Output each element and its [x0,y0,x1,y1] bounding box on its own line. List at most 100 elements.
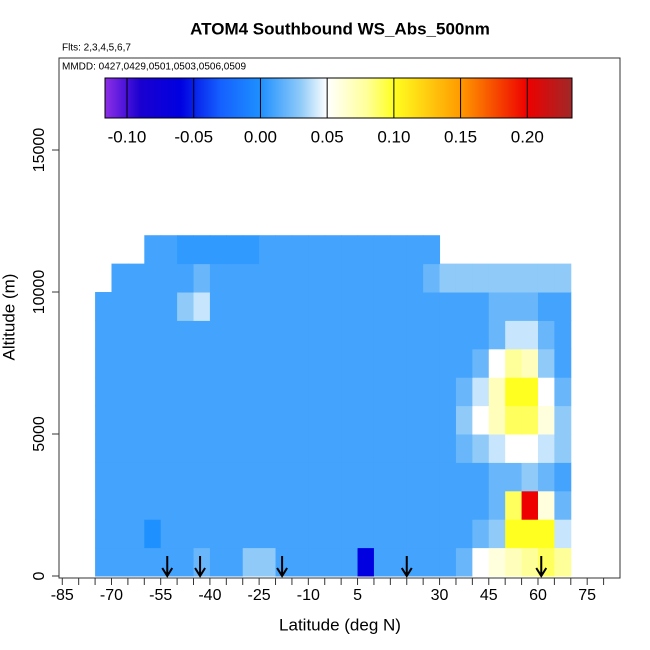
heat-cell [111,519,129,549]
plot-frame [58,57,621,579]
heat-cell [291,405,309,435]
heat-cell [259,405,277,435]
heat-cell [144,434,162,463]
heat-cell [160,434,178,463]
heat-cell [423,405,441,435]
heat-cell [505,405,523,435]
heat-cell [209,490,227,520]
heat-cell [160,490,178,520]
heat-cell [439,519,457,549]
heat-cell [127,490,145,520]
heat-cell [390,348,408,378]
heat-cell [554,434,572,463]
heat-cell [144,405,162,435]
heat-cell [193,292,211,321]
heat-cell [127,263,145,293]
heat-cell [472,434,490,463]
heat-cell [209,519,227,549]
heat-cell [308,235,326,265]
heat-cell [406,405,424,435]
heat-cell [373,490,391,520]
heat-cell [390,490,408,520]
heat-cell [390,235,408,265]
heat-cell [390,292,408,321]
heat-cell [144,263,162,293]
heat-cell [357,348,375,378]
heat-cell [357,434,375,463]
heat-cell [226,320,244,350]
heat-cell [242,320,260,350]
heat-cell [472,405,490,435]
heat-cell [127,320,145,350]
heat-cell [521,263,539,293]
heat-cell [455,547,473,577]
heat-cell [144,235,162,265]
heat-cell [554,519,572,549]
heat-cell [308,547,326,577]
heat-cell [324,263,342,293]
heat-cell [537,434,555,463]
y-axis-label: Altitude (m) [0,274,18,361]
heat-cell [324,434,342,463]
heat-cell [455,292,473,321]
y-tick-label: 10000 [31,270,48,315]
heat-cell [390,263,408,293]
heat-cell [341,292,359,321]
heat-cell [242,490,260,520]
colorbar-tick-label: 0.20 [511,127,544,146]
heat-cell [160,292,178,321]
heat-cell [406,235,424,265]
heat-cell [373,263,391,293]
heat-cell [423,235,441,265]
heat-cell [406,377,424,407]
heat-cell [308,405,326,435]
heat-cell [111,320,129,350]
heat-cell [341,263,359,293]
heat-cell [521,490,539,520]
heat-cell [406,292,424,321]
heat-cell [177,547,195,577]
heat-cell [226,519,244,549]
arrow [535,556,548,578]
heat-cell [324,547,342,577]
heat-cell [505,263,523,293]
heat-cell [423,519,441,549]
heat-cell [275,519,293,549]
heat-cell [373,235,391,265]
heat-cell [423,377,441,407]
heat-cell [472,263,490,293]
heat-cell [275,462,293,492]
heat-cell [95,377,112,407]
heat-cell [472,377,490,407]
heat-cell [275,235,293,265]
heat-cell [127,462,145,492]
heat-cell [127,348,145,378]
heat-cell [160,462,178,492]
heat-cell [259,263,277,293]
heat-cell [488,434,506,463]
heat-cell [521,547,539,577]
heat-cell [275,405,293,435]
heat-cell [423,490,441,520]
heat-cell [177,519,195,549]
heat-cell [406,490,424,520]
heat-cell [439,462,457,492]
heat-cell [95,519,112,549]
colorbar-tick-label: 0.00 [244,127,277,146]
heat-cell [226,348,244,378]
heat-cell [160,405,178,435]
heat-cell [242,434,260,463]
x-tick-label: -55 [149,587,172,604]
heat-cell [308,292,326,321]
heat-cell [554,348,572,378]
x-axis-label: Latitude (deg N) [279,615,401,634]
heat-cell [521,348,539,378]
heat-cell [406,263,424,293]
heat-cell [127,292,145,321]
heat-cell [291,263,309,293]
heat-cell [423,547,441,577]
y-tick-label: 5000 [31,416,48,452]
heat-cell [505,292,523,321]
heat-cell [111,405,129,435]
colorbar-tick-label: 0.10 [377,127,410,146]
